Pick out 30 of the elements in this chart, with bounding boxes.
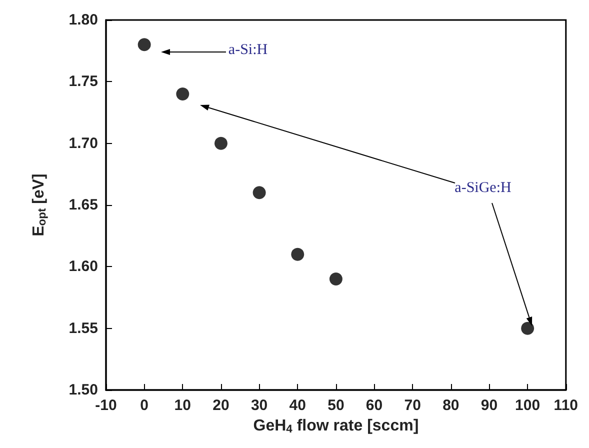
x-tick-label: 100 xyxy=(515,397,540,414)
x-tick-label: 20 xyxy=(212,397,230,414)
point xyxy=(291,248,304,261)
x-tick-label: 0 xyxy=(140,397,148,414)
y-tick-label: 1.75 xyxy=(68,73,98,90)
x-tick-label: 60 xyxy=(366,397,383,414)
annotation: a-SiGe:H xyxy=(454,180,512,196)
x-tick-label: -10 xyxy=(95,397,117,414)
x-tick-label: 70 xyxy=(404,397,421,414)
x-tick-label: 30 xyxy=(250,397,268,414)
point xyxy=(138,38,151,52)
point xyxy=(521,322,534,335)
x-tick-label: 80 xyxy=(442,397,460,414)
x-tick-label: 90 xyxy=(480,397,498,414)
x-tick-label: 50 xyxy=(328,397,344,414)
y-tick-label: 1.50 xyxy=(68,382,98,398)
x-tick-label: 10 xyxy=(174,397,191,414)
point xyxy=(329,272,342,286)
x-tick-label: 40 xyxy=(289,397,306,414)
y-tick-label: 1.60 xyxy=(68,258,98,276)
y-tick-label: 1.70 xyxy=(68,134,98,152)
point xyxy=(214,136,228,150)
y-tick-label: 1.65 xyxy=(68,196,98,214)
y-tick-label: 1.80 xyxy=(68,12,98,28)
y-tick-label: 1.55 xyxy=(68,320,98,337)
x-tick-label: 110 xyxy=(554,397,578,414)
point xyxy=(176,88,190,100)
y-axis-title: Eopt [eV] xyxy=(30,174,48,236)
point xyxy=(252,186,266,200)
annotation: a-Si:H xyxy=(228,42,268,58)
